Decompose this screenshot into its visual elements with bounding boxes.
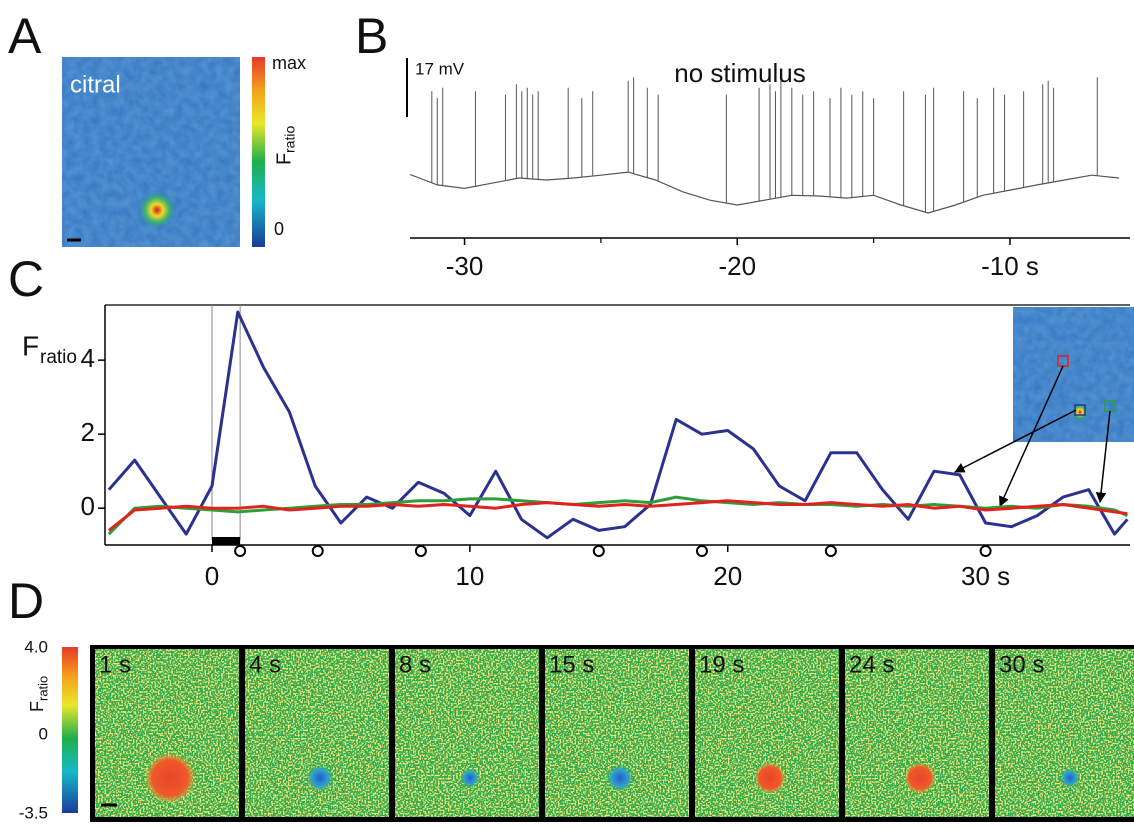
colorbar-label: max — [272, 53, 306, 73]
frame-label: 24 s — [849, 651, 894, 678]
y-axis-title: F — [22, 330, 39, 361]
series-line — [107, 310, 1129, 540]
inset-image — [1013, 307, 1134, 442]
frame-time — [234, 545, 247, 557]
frame-time — [979, 545, 992, 557]
colorbar-tick: -3.5 — [19, 803, 48, 822]
frame-time — [414, 545, 427, 557]
frame-label: 1 s — [99, 651, 131, 678]
frame-label: 8 s — [399, 651, 431, 678]
frame-time — [311, 545, 324, 557]
x-tick-label: -10 s — [981, 251, 1039, 281]
colorbar-title: F ratio — [27, 676, 51, 712]
x-tick-label: 20 — [713, 561, 742, 591]
image-label: citral — [70, 71, 121, 98]
frame-image — [995, 649, 1134, 817]
panel-label: D — [8, 573, 44, 629]
frame-label: 15 s — [549, 651, 594, 678]
series-line — [107, 499, 1128, 532]
frame-spot — [754, 762, 786, 794]
colorbar — [62, 647, 78, 813]
frame-spot — [1060, 768, 1080, 788]
frame-label: 4 s — [249, 651, 281, 678]
chart-title: no stimulus — [674, 58, 806, 88]
x-tick-label: 30 s — [961, 561, 1010, 591]
cell-spot — [137, 190, 177, 230]
y-tick-label: 2 — [81, 417, 95, 447]
frames: 1 s 4 s 8 s 15 s 19 s 24 s 30 s — [95, 649, 1134, 817]
frame-spot — [460, 768, 480, 788]
colorbar-title-sub: ratio — [282, 126, 298, 153]
arrow — [1095, 410, 1111, 504]
frame-label: 30 s — [999, 651, 1044, 678]
frame-spot — [306, 764, 334, 792]
panel-label: C — [8, 251, 44, 307]
colorbar-title: F ratio — [273, 126, 297, 165]
panel-label: B — [355, 8, 388, 64]
arrow — [999, 365, 1064, 507]
x-tick-label: -30 — [446, 251, 484, 281]
colorbar-title-sub: ratio — [35, 676, 50, 701]
y-tick-label: 0 — [81, 491, 95, 521]
colorbar-tick: 4.0 — [24, 637, 48, 656]
y-tick-label: 4 — [81, 343, 95, 373]
scale-bar-label: 17 mV — [415, 59, 465, 78]
x-tick-label: -20 — [718, 251, 756, 281]
colorbar-label: 0 — [274, 219, 284, 239]
frame-time — [695, 545, 708, 557]
y-axis-title-sub: ratio — [40, 347, 77, 368]
arrow — [954, 409, 1077, 473]
frame-image — [395, 649, 539, 817]
panel-label: A — [8, 8, 42, 64]
stimulus-bar — [212, 537, 241, 545]
x-tick-label: 0 — [205, 561, 219, 591]
x-tick-label: 10 — [455, 561, 484, 591]
trace — [409, 171, 1120, 214]
frame-time — [824, 545, 837, 557]
frame-spot — [606, 764, 634, 792]
frame-time — [592, 545, 605, 557]
colorbar-title-main: F — [273, 153, 295, 165]
frame-label: 19 s — [699, 651, 744, 678]
colorbar — [252, 57, 265, 247]
frame-spot — [144, 752, 196, 804]
colorbar-title-main: F — [27, 701, 47, 712]
colorbar-tick: 0 — [39, 724, 48, 743]
frame-spot — [904, 762, 936, 794]
